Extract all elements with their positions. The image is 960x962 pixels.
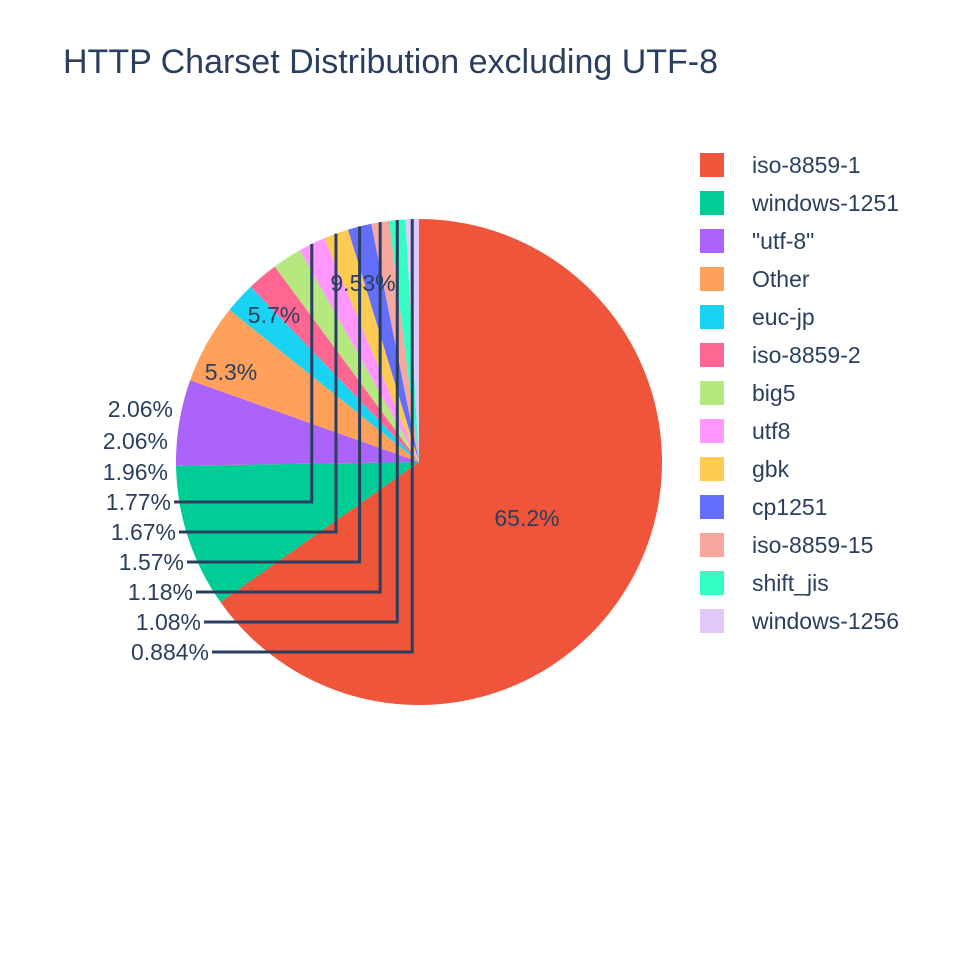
slice-label-big5: 1.96% bbox=[103, 459, 168, 485]
pie-slice-gbk[interactable] bbox=[324, 229, 419, 462]
leader-line-iso-8859-15 bbox=[196, 222, 382, 594]
leader-line-windows-1256 bbox=[212, 219, 414, 654]
pie-slice-other[interactable] bbox=[190, 309, 419, 462]
legend-swatch-cp1251 bbox=[700, 495, 724, 519]
legend-item-utf8[interactable]: utf8 bbox=[700, 418, 790, 444]
slice-label-iso-8859-1: 65.2% bbox=[494, 505, 559, 531]
legend-label-big5: big5 bbox=[752, 380, 795, 406]
slice-labels: 65.2% 9.53% 5.7% 5.3% 2.06% 2.06% 1.96% 1.77% 1.… bbox=[103, 219, 560, 665]
legend-item-utf-8[interactable]: "utf-8" bbox=[700, 228, 814, 254]
legend-item-gbk[interactable]: gbk bbox=[700, 456, 790, 482]
slice-label-shift-jis: 1.08% bbox=[136, 609, 201, 635]
legend-item-iso-8859-1[interactable]: iso-8859-1 bbox=[700, 152, 861, 178]
legend-swatch-other bbox=[700, 267, 724, 291]
slice-label-windows-1251: 9.53% bbox=[330, 270, 395, 296]
slice-label-gbk: 1.67% bbox=[111, 519, 176, 545]
slice-label-iso-8859-15: 1.18% bbox=[128, 579, 193, 605]
legend-swatch-euc-jp bbox=[700, 305, 724, 329]
legend-item-big5[interactable]: big5 bbox=[700, 380, 795, 406]
legend-swatch-utf-8 bbox=[700, 229, 724, 253]
slice-label-windows-1256: 0.884% bbox=[131, 639, 209, 665]
legend-label-utf8: utf8 bbox=[752, 418, 790, 444]
slice-label-other: 5.3% bbox=[205, 359, 257, 385]
legend-label-cp1251: cp1251 bbox=[752, 494, 827, 520]
legend-item-cp1251[interactable]: cp1251 bbox=[700, 494, 827, 520]
legend-item-other[interactable]: Other bbox=[700, 266, 810, 292]
legend-swatch-gbk bbox=[700, 457, 724, 481]
legend[interactable]: iso-8859-1 windows-1251 "utf-8" Other euc-jp… bbox=[700, 152, 899, 634]
legend-label-windows-1251: windows-1251 bbox=[751, 190, 899, 216]
slice-label-euc-jp: 2.06% bbox=[108, 396, 173, 422]
slice-label-iso-8859-2: 2.06% bbox=[103, 428, 168, 454]
leader-line-gbk bbox=[179, 233, 338, 534]
slice-label-cp1251: 1.57% bbox=[119, 549, 184, 575]
slice-label-utf8: 1.77% bbox=[106, 489, 171, 515]
legend-label-gbk: gbk bbox=[752, 456, 790, 482]
legend-swatch-utf8 bbox=[700, 419, 724, 443]
pie-slice-iso-8859-1[interactable] bbox=[220, 219, 663, 706]
legend-item-shift-jis[interactable]: shift_jis bbox=[700, 570, 829, 596]
legend-swatch-windows-1251 bbox=[700, 191, 724, 215]
legend-swatch-iso-8859-2 bbox=[700, 343, 724, 367]
legend-label-windows-1256: windows-1256 bbox=[751, 608, 899, 634]
slice-label-utf-8: 5.7% bbox=[248, 302, 300, 328]
legend-swatch-windows-1256 bbox=[700, 609, 724, 633]
legend-label-shift-jis: shift_jis bbox=[752, 570, 829, 596]
pie-slice-iso-8859-15[interactable] bbox=[371, 220, 419, 462]
legend-item-iso-8859-15[interactable]: iso-8859-15 bbox=[700, 532, 873, 558]
legend-item-iso-8859-2[interactable]: iso-8859-2 bbox=[700, 342, 861, 368]
legend-label-iso-8859-2: iso-8859-2 bbox=[752, 342, 861, 368]
legend-label-iso-8859-1: iso-8859-1 bbox=[752, 152, 861, 178]
legend-label-euc-jp: euc-jp bbox=[752, 304, 815, 330]
legend-label-iso-8859-15: iso-8859-15 bbox=[752, 532, 873, 558]
leader-line-cp1251 bbox=[187, 226, 362, 564]
legend-swatch-big5 bbox=[700, 381, 724, 405]
pie-slice-cp1251[interactable] bbox=[348, 223, 419, 462]
legend-item-windows-1256[interactable]: windows-1256 bbox=[700, 608, 899, 634]
pie-slices bbox=[176, 219, 663, 706]
legend-item-euc-jp[interactable]: euc-jp bbox=[700, 304, 815, 330]
pie-slice-euc-jp[interactable] bbox=[229, 286, 419, 462]
legend-swatch-iso-8859-1 bbox=[700, 153, 724, 177]
legend-label-other: Other bbox=[752, 266, 810, 292]
leader-line-shift-jis bbox=[204, 219, 399, 624]
chart-title: HTTP Charset Distribution excluding UTF-… bbox=[63, 43, 719, 81]
legend-item-windows-1251[interactable]: windows-1251 bbox=[700, 190, 899, 216]
leader-line-utf8 bbox=[174, 243, 314, 504]
legend-swatch-iso-8859-15 bbox=[700, 533, 724, 557]
legend-swatch-shift-jis bbox=[700, 571, 724, 595]
legend-label-utf-8: "utf-8" bbox=[752, 228, 814, 254]
